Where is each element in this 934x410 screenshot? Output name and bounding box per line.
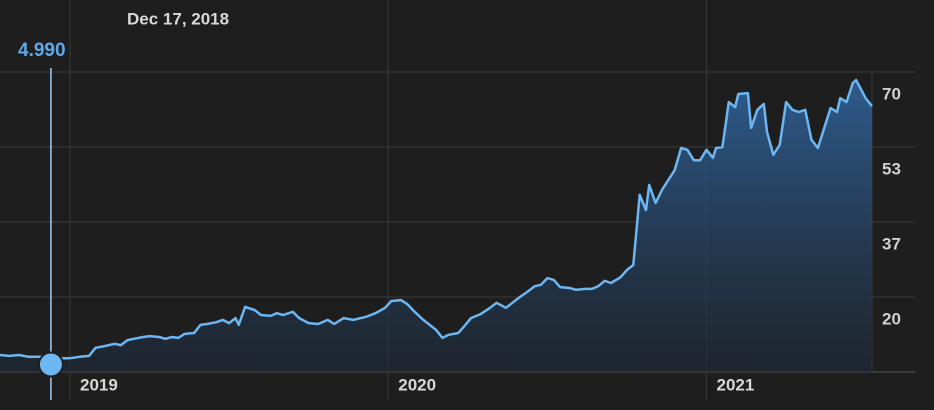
- y-tick-label: 70: [882, 84, 901, 103]
- selection-point: [37, 351, 64, 378]
- x-tick-label: 2019: [80, 375, 118, 394]
- area: [0, 80, 872, 372]
- x-tick-label: 2021: [717, 375, 755, 394]
- selection-value: 4.990: [18, 40, 66, 61]
- price-line: [0, 78, 873, 366]
- y-tick-label: 20: [882, 309, 901, 328]
- selection-date: Dec 17, 2018: [127, 9, 229, 28]
- y-tick-label: 37: [882, 234, 901, 253]
- x-tick-label: 2020: [398, 375, 436, 394]
- y-tick-label: 53: [882, 159, 901, 178]
